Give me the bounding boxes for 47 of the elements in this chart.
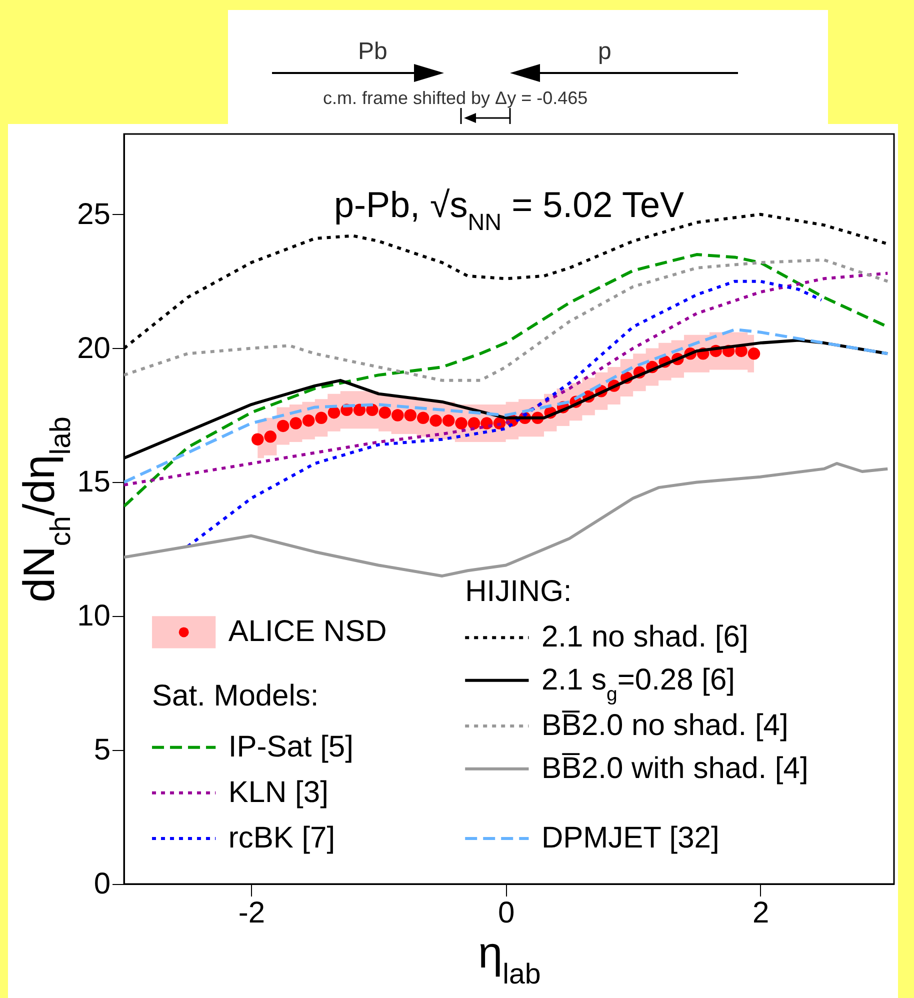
point (468, 417, 480, 430)
point (353, 404, 366, 416)
legend-label: BB̅2.0 with shad. [4] (541, 752, 808, 785)
point (392, 409, 404, 422)
point (416, 412, 430, 424)
point (315, 412, 328, 424)
point (302, 414, 315, 427)
point (404, 409, 416, 422)
text: p (598, 38, 612, 66)
y-tick-label: 5 (94, 734, 110, 767)
y-tick-label: 10 (77, 600, 110, 633)
point (328, 406, 340, 419)
point (264, 430, 276, 443)
point (748, 348, 760, 360)
point (442, 414, 455, 427)
y-tick-label: 15 (77, 466, 110, 499)
point (430, 414, 442, 427)
legend-label: DPMJET [32] (541, 821, 720, 854)
annotation: HIJING: (465, 575, 572, 608)
line-series (124, 258, 890, 382)
legend-label: KLN [3] (228, 776, 328, 809)
line-series (124, 462, 890, 578)
point (276, 420, 290, 432)
line-series (124, 328, 890, 484)
text: c.m. frame shifted by Δy = -0.465 (323, 88, 588, 109)
legend-label: rcBK [7] (228, 821, 336, 854)
line-series (124, 272, 890, 486)
legend-label: ALICE NSD (228, 615, 387, 648)
x-axis-title: η$_{lab}$ (478, 928, 541, 990)
legend-label: IP-Sat [5] (228, 730, 354, 764)
point (290, 417, 302, 430)
point (378, 406, 392, 419)
x-tick-label: 2 (752, 896, 770, 930)
y-tick-label: 25 (77, 198, 110, 231)
legend-label: 2.1 no shad. [6] (541, 620, 748, 654)
legend-label: BB̅2.0 no shad. [4] (541, 708, 788, 742)
legend-label: 2.1 s$_{g}$=0.28 [6] (541, 663, 735, 706)
x-tick-label: -2 (238, 896, 266, 930)
y-tick-label: 20 (77, 332, 110, 365)
annotation: Sat. Models: (152, 680, 319, 712)
text: Pb (358, 38, 388, 66)
point (252, 433, 264, 446)
x-tick-label: 0 (498, 896, 515, 930)
point (455, 417, 468, 430)
y-tick-label: 0 (94, 868, 110, 900)
text: p-Pb, √s$_{NN}$ = 5.02 TeV (334, 184, 684, 235)
line-series (186, 280, 823, 548)
